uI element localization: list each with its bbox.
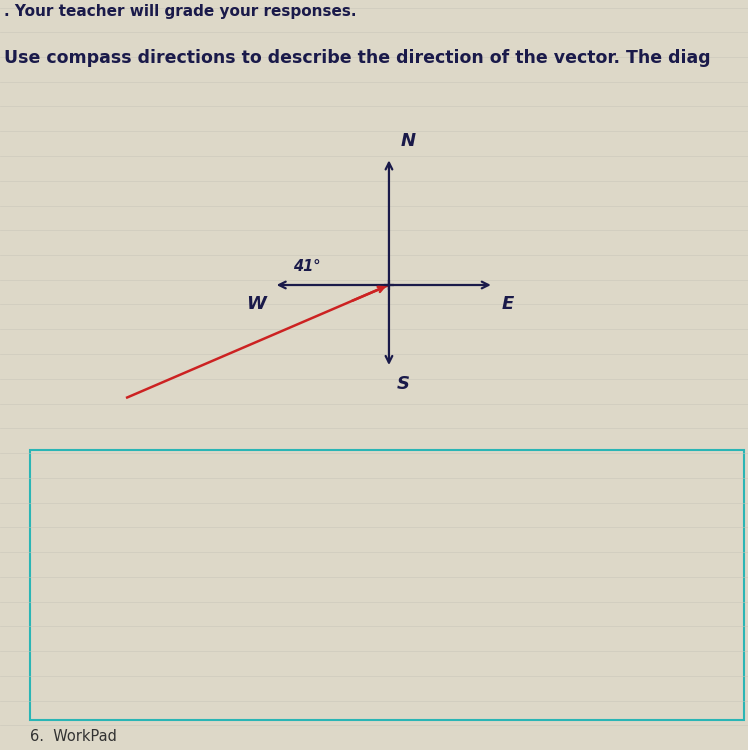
Text: 6.  WorkPad: 6. WorkPad [30,729,117,744]
Text: 41°: 41° [293,259,320,274]
Text: S: S [396,376,409,394]
Text: N: N [400,132,415,150]
Bar [30,450,744,720]
Text: . Your teacher will grade your responses.: . Your teacher will grade your responses… [4,4,356,19]
Text: Use compass directions to describe the direction of the vector. The diag: Use compass directions to describe the d… [4,49,711,67]
Text: E: E [501,295,513,313]
Text: W: W [246,295,266,313]
